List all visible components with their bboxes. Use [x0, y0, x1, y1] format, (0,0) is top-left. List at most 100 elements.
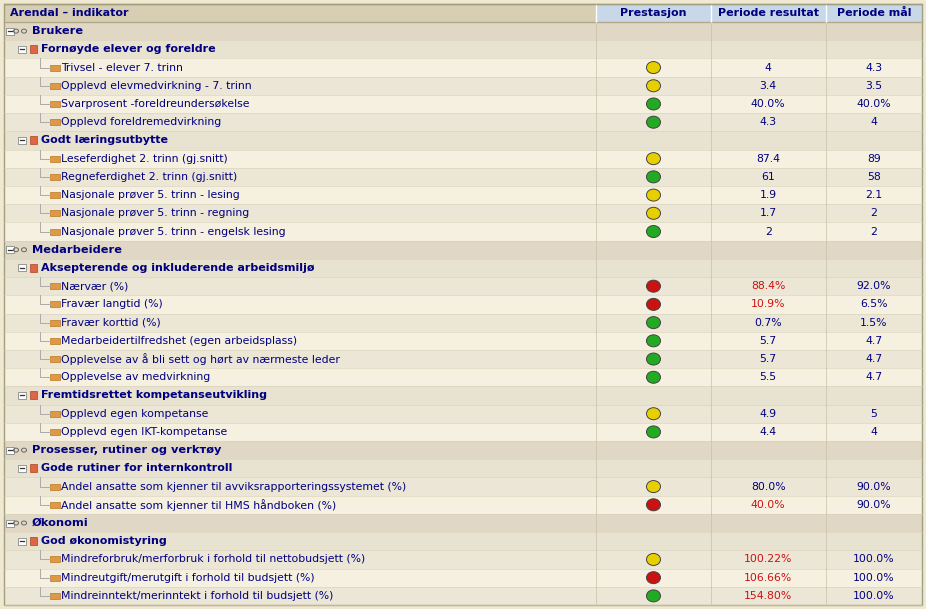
Ellipse shape [646, 116, 660, 128]
Text: Aksepterende og inkluderende arbeidsmiljø: Aksepterende og inkluderende arbeidsmilj… [41, 263, 315, 273]
Ellipse shape [646, 153, 660, 164]
Text: Regneferdighet 2. trinn (gj.snitt): Regneferdighet 2. trinn (gj.snitt) [61, 172, 237, 182]
Text: 4.7: 4.7 [865, 354, 882, 364]
FancyArrow shape [50, 283, 60, 289]
Text: 40.0%: 40.0% [751, 99, 785, 109]
Bar [4, 386, 922, 404]
Ellipse shape [646, 298, 660, 311]
Text: Periode mål: Periode mål [836, 8, 911, 18]
FancyArrow shape [50, 228, 60, 234]
Bar [30, 45, 37, 54]
Text: 100.22%: 100.22% [745, 554, 793, 565]
FancyArrow shape [50, 65, 60, 71]
Text: 4.3: 4.3 [865, 63, 882, 72]
Text: Fravær korttid (%): Fravær korttid (%) [61, 318, 161, 328]
Text: Medarbeidere: Medarbeidere [32, 245, 122, 255]
Text: 5.5: 5.5 [759, 372, 777, 382]
Text: Opplevd elevmedvirkning - 7. trinn: Opplevd elevmedvirkning - 7. trinn [61, 81, 252, 91]
Ellipse shape [646, 371, 660, 383]
Bar [30, 464, 37, 473]
Text: 4.7: 4.7 [865, 372, 882, 382]
Text: 5: 5 [870, 409, 877, 419]
Bar [4, 423, 922, 441]
Bar [4, 496, 922, 514]
Ellipse shape [646, 207, 660, 219]
Text: Opplevelse av medvirkning: Opplevelse av medvirkning [61, 372, 210, 382]
Text: 4.3: 4.3 [759, 117, 777, 127]
Ellipse shape [646, 62, 660, 74]
Ellipse shape [646, 499, 660, 511]
Bar [4, 4, 596, 22]
Bar [30, 264, 37, 272]
Bar [18, 465, 26, 472]
Bar [4, 404, 922, 423]
Bar [4, 113, 922, 132]
Ellipse shape [646, 335, 660, 347]
Text: Opplevd egen kompetanse: Opplevd egen kompetanse [61, 409, 208, 419]
Bar [30, 392, 37, 400]
Text: Økonomi: Økonomi [32, 518, 89, 528]
Bar [4, 332, 922, 350]
FancyArrow shape [50, 210, 60, 216]
Bar [4, 58, 922, 77]
Bar [4, 186, 922, 204]
Text: Andel ansatte som kjenner til HMS håndboken (%): Andel ansatte som kjenner til HMS håndbo… [61, 499, 336, 511]
Text: 100.0%: 100.0% [853, 591, 895, 601]
Text: 40.0%: 40.0% [857, 99, 891, 109]
Bar [4, 441, 922, 459]
Text: Mindreinntekt/merinntekt i forhold til budsjett (%): Mindreinntekt/merinntekt i forhold til b… [61, 591, 333, 601]
Text: Nasjonale prøver 5. trinn - regning: Nasjonale prøver 5. trinn - regning [61, 208, 249, 218]
Text: 87.4: 87.4 [757, 153, 781, 164]
Text: 106.66%: 106.66% [745, 572, 793, 583]
Bar [30, 537, 37, 545]
Text: 10.9%: 10.9% [751, 300, 785, 309]
Ellipse shape [646, 572, 660, 583]
Bar [18, 137, 26, 144]
FancyArrow shape [50, 575, 60, 580]
Text: 5.7: 5.7 [759, 354, 777, 364]
Bar [6, 246, 14, 253]
Text: 4.7: 4.7 [865, 336, 882, 346]
Text: Mindreutgift/merutgift i forhold til budsjett (%): Mindreutgift/merutgift i forhold til bud… [61, 572, 315, 583]
Text: Mindreforbruk/merforbruk i forhold til nettobudsjett (%): Mindreforbruk/merforbruk i forhold til n… [61, 554, 365, 565]
FancyArrow shape [50, 338, 60, 344]
Text: Leseferdighet 2. trinn (gj.snitt): Leseferdighet 2. trinn (gj.snitt) [61, 153, 228, 164]
Text: Fornøyde elever og foreldre: Fornøyde elever og foreldre [41, 44, 216, 54]
Text: 4: 4 [870, 117, 877, 127]
Bar [4, 95, 922, 113]
Text: 58: 58 [867, 172, 881, 182]
Text: Fravær langtid (%): Fravær langtid (%) [61, 300, 163, 309]
Text: 100.0%: 100.0% [853, 554, 895, 565]
Text: Opplevelse av å bli sett og hørt av nærmeste leder: Opplevelse av å bli sett og hørt av nærm… [61, 353, 340, 365]
Bar [4, 277, 922, 295]
FancyArrow shape [50, 410, 60, 417]
Bar [596, 4, 922, 22]
Text: 90.0%: 90.0% [857, 500, 891, 510]
Bar [4, 514, 922, 532]
FancyArrow shape [50, 320, 60, 326]
FancyArrow shape [50, 301, 60, 308]
Text: 4: 4 [765, 63, 771, 72]
Bar [4, 150, 922, 167]
Ellipse shape [646, 189, 660, 201]
Bar [4, 222, 922, 241]
Ellipse shape [646, 317, 660, 329]
Bar [18, 46, 26, 53]
Text: God økonomistyring: God økonomistyring [41, 537, 167, 546]
Bar [4, 551, 922, 569]
FancyArrow shape [50, 502, 60, 508]
Text: Nasjonale prøver 5. trinn - engelsk lesing: Nasjonale prøver 5. trinn - engelsk lesi… [61, 227, 285, 236]
Bar [4, 587, 922, 605]
Bar [6, 519, 14, 527]
Text: 100.0%: 100.0% [853, 572, 895, 583]
FancyArrow shape [50, 484, 60, 490]
Bar [4, 459, 922, 477]
FancyArrow shape [50, 356, 60, 362]
Text: 2: 2 [765, 227, 771, 236]
Bar [4, 368, 922, 386]
Ellipse shape [646, 590, 660, 602]
Text: 1.9: 1.9 [759, 190, 777, 200]
FancyArrow shape [50, 593, 60, 599]
Text: 2: 2 [870, 208, 877, 218]
Bar [4, 22, 922, 40]
